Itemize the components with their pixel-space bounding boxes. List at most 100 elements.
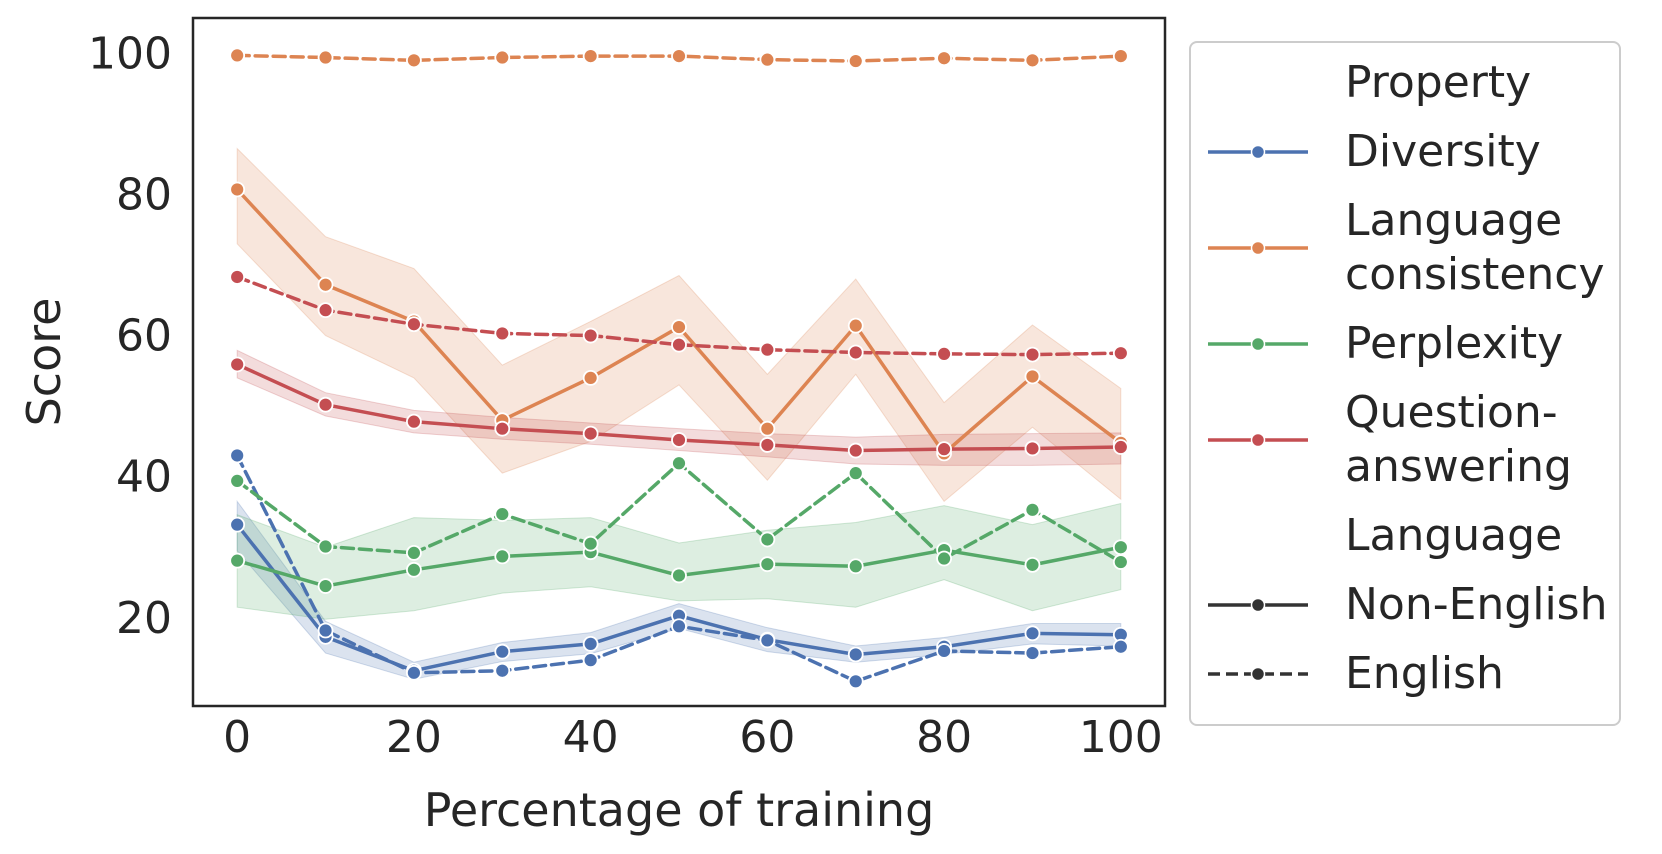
x-tick-label: 40 — [563, 712, 619, 763]
perplexity-non-english-point — [1112, 539, 1129, 556]
x-tick-label: 20 — [386, 712, 442, 763]
legend-marker — [1250, 597, 1266, 613]
question-answering-non-english-point — [494, 420, 511, 437]
question-answering-english-point — [671, 336, 687, 353]
perplexity-non-english-point — [759, 556, 776, 573]
legend-label-english: English — [1345, 648, 1504, 699]
question-answering-english-point — [1112, 345, 1129, 362]
question-answering-english-point — [229, 269, 246, 285]
perplexity-english-point — [406, 544, 422, 561]
diversity-english-point — [847, 673, 864, 690]
question-answering-non-english-point — [847, 442, 864, 459]
perplexity-non-english-point — [317, 578, 334, 594]
diversity-english-point — [582, 652, 599, 669]
language-consistency-english-point — [936, 50, 952, 67]
legend: Property Diversity Language consistency Perp… — [1189, 41, 1621, 726]
perplexity-english-point — [1112, 554, 1129, 570]
question-answering-non-english-point — [406, 413, 422, 430]
language-consistency-english-point — [759, 51, 776, 68]
language-consistency-english-point — [317, 49, 334, 66]
y-tick-label: 80 — [116, 169, 172, 220]
question-answering-english-point — [936, 345, 952, 362]
language-consistency-non-english-point — [759, 420, 776, 437]
question-answering-non-english-point — [936, 441, 952, 458]
perplexity-english-point — [671, 455, 687, 472]
perplexity-english-point — [494, 506, 511, 522]
question-answering-non-english-point — [317, 396, 334, 413]
diversity-non-english-point — [582, 636, 599, 652]
x-axis-ticks: 0 20 40 60 80 100 — [223, 712, 1163, 763]
legend-box — [1189, 41, 1621, 726]
legend-marker — [1250, 240, 1266, 256]
language-consistency-english-point — [1112, 48, 1129, 65]
language-consistency-english-point — [582, 48, 599, 65]
language-consistency-non-english-point — [1024, 368, 1041, 385]
language-consistency-non-english-point — [582, 369, 599, 386]
diversity-english-point — [671, 618, 687, 635]
language-consistency-english-point — [494, 49, 511, 66]
diversity-english-point — [406, 664, 422, 681]
perplexity-non-english-point — [847, 558, 864, 575]
legend-section-title: Property — [1345, 57, 1531, 108]
question-answering-non-english-point — [229, 356, 246, 373]
language-consistency-non-english-point — [229, 181, 246, 198]
legend-section-title: Language — [1345, 510, 1562, 561]
plot-frame — [191, 16, 1167, 708]
language-consistency-non-english-point — [317, 276, 334, 293]
language-consistency-non-english-point — [671, 319, 687, 335]
x-tick-label: 0 — [223, 712, 251, 763]
y-tick-label: 100 — [88, 28, 172, 79]
language-consistency-english-point — [229, 47, 246, 64]
x-tick-label: 100 — [1079, 712, 1163, 763]
perplexity-non-english-point — [1024, 556, 1041, 573]
legend-label-language-consistency: Language consistency — [1345, 195, 1605, 300]
y-tick-label: 60 — [116, 311, 172, 362]
diversity-english-point — [229, 447, 246, 464]
perplexity-english-point — [759, 531, 776, 548]
diversity-non-english-point — [1024, 625, 1041, 642]
diversity-english-point — [1112, 638, 1129, 655]
language-consistency-english-point — [406, 52, 422, 69]
question-answering-non-english-point — [1024, 440, 1041, 457]
perplexity-english-point — [582, 535, 599, 552]
question-answering-english-point — [406, 316, 422, 333]
language-consistency-english-point — [1024, 52, 1041, 69]
diversity-english-point — [759, 632, 776, 649]
question-answering-english-point — [847, 344, 864, 361]
x-axis-label: Percentage of training — [424, 783, 935, 837]
perplexity-non-english-point — [671, 567, 687, 584]
question-answering-non-english-point — [582, 425, 599, 442]
legend-label-diversity: Diversity — [1345, 126, 1541, 177]
question-answering-english-point — [759, 341, 776, 358]
perplexity-non-english-point — [229, 552, 246, 569]
perplexity-non-english-point — [406, 561, 422, 578]
question-answering-non-english-point — [1112, 439, 1129, 455]
y-tick-label: 20 — [116, 593, 172, 644]
legend-marker — [1250, 666, 1266, 682]
legend-marker — [1250, 144, 1266, 160]
perplexity-english-point — [936, 550, 952, 567]
y-axis-ticks: 20 40 60 80 100 — [88, 28, 172, 644]
perplexity-english-point — [1024, 501, 1041, 518]
x-tick-label: 60 — [739, 712, 795, 763]
language-consistency-english-point — [671, 48, 687, 65]
perplexity-non-english-ci-band — [236, 502, 1122, 620]
x-tick-label: 80 — [916, 712, 972, 763]
diversity-english-point — [494, 662, 511, 679]
question-answering-english-point — [494, 325, 511, 342]
legend-label-non-english: Non-English — [1345, 579, 1607, 630]
perplexity-english-point — [229, 473, 246, 489]
diversity-english-point — [317, 622, 334, 639]
perplexity-non-english-point — [494, 548, 511, 565]
question-answering-non-english-ci-band — [236, 349, 1122, 466]
legend-label-question-answering: Question-answering — [1345, 387, 1572, 492]
diversity-english-point — [1024, 645, 1041, 661]
legend-marker — [1250, 336, 1266, 352]
perplexity-english-point — [847, 465, 864, 482]
legend-marker — [1250, 432, 1266, 448]
y-axis-label: Score — [17, 298, 71, 427]
question-answering-english-point — [582, 327, 599, 344]
question-answering-non-english-point — [759, 437, 776, 453]
language-consistency-non-english-point — [847, 317, 864, 334]
